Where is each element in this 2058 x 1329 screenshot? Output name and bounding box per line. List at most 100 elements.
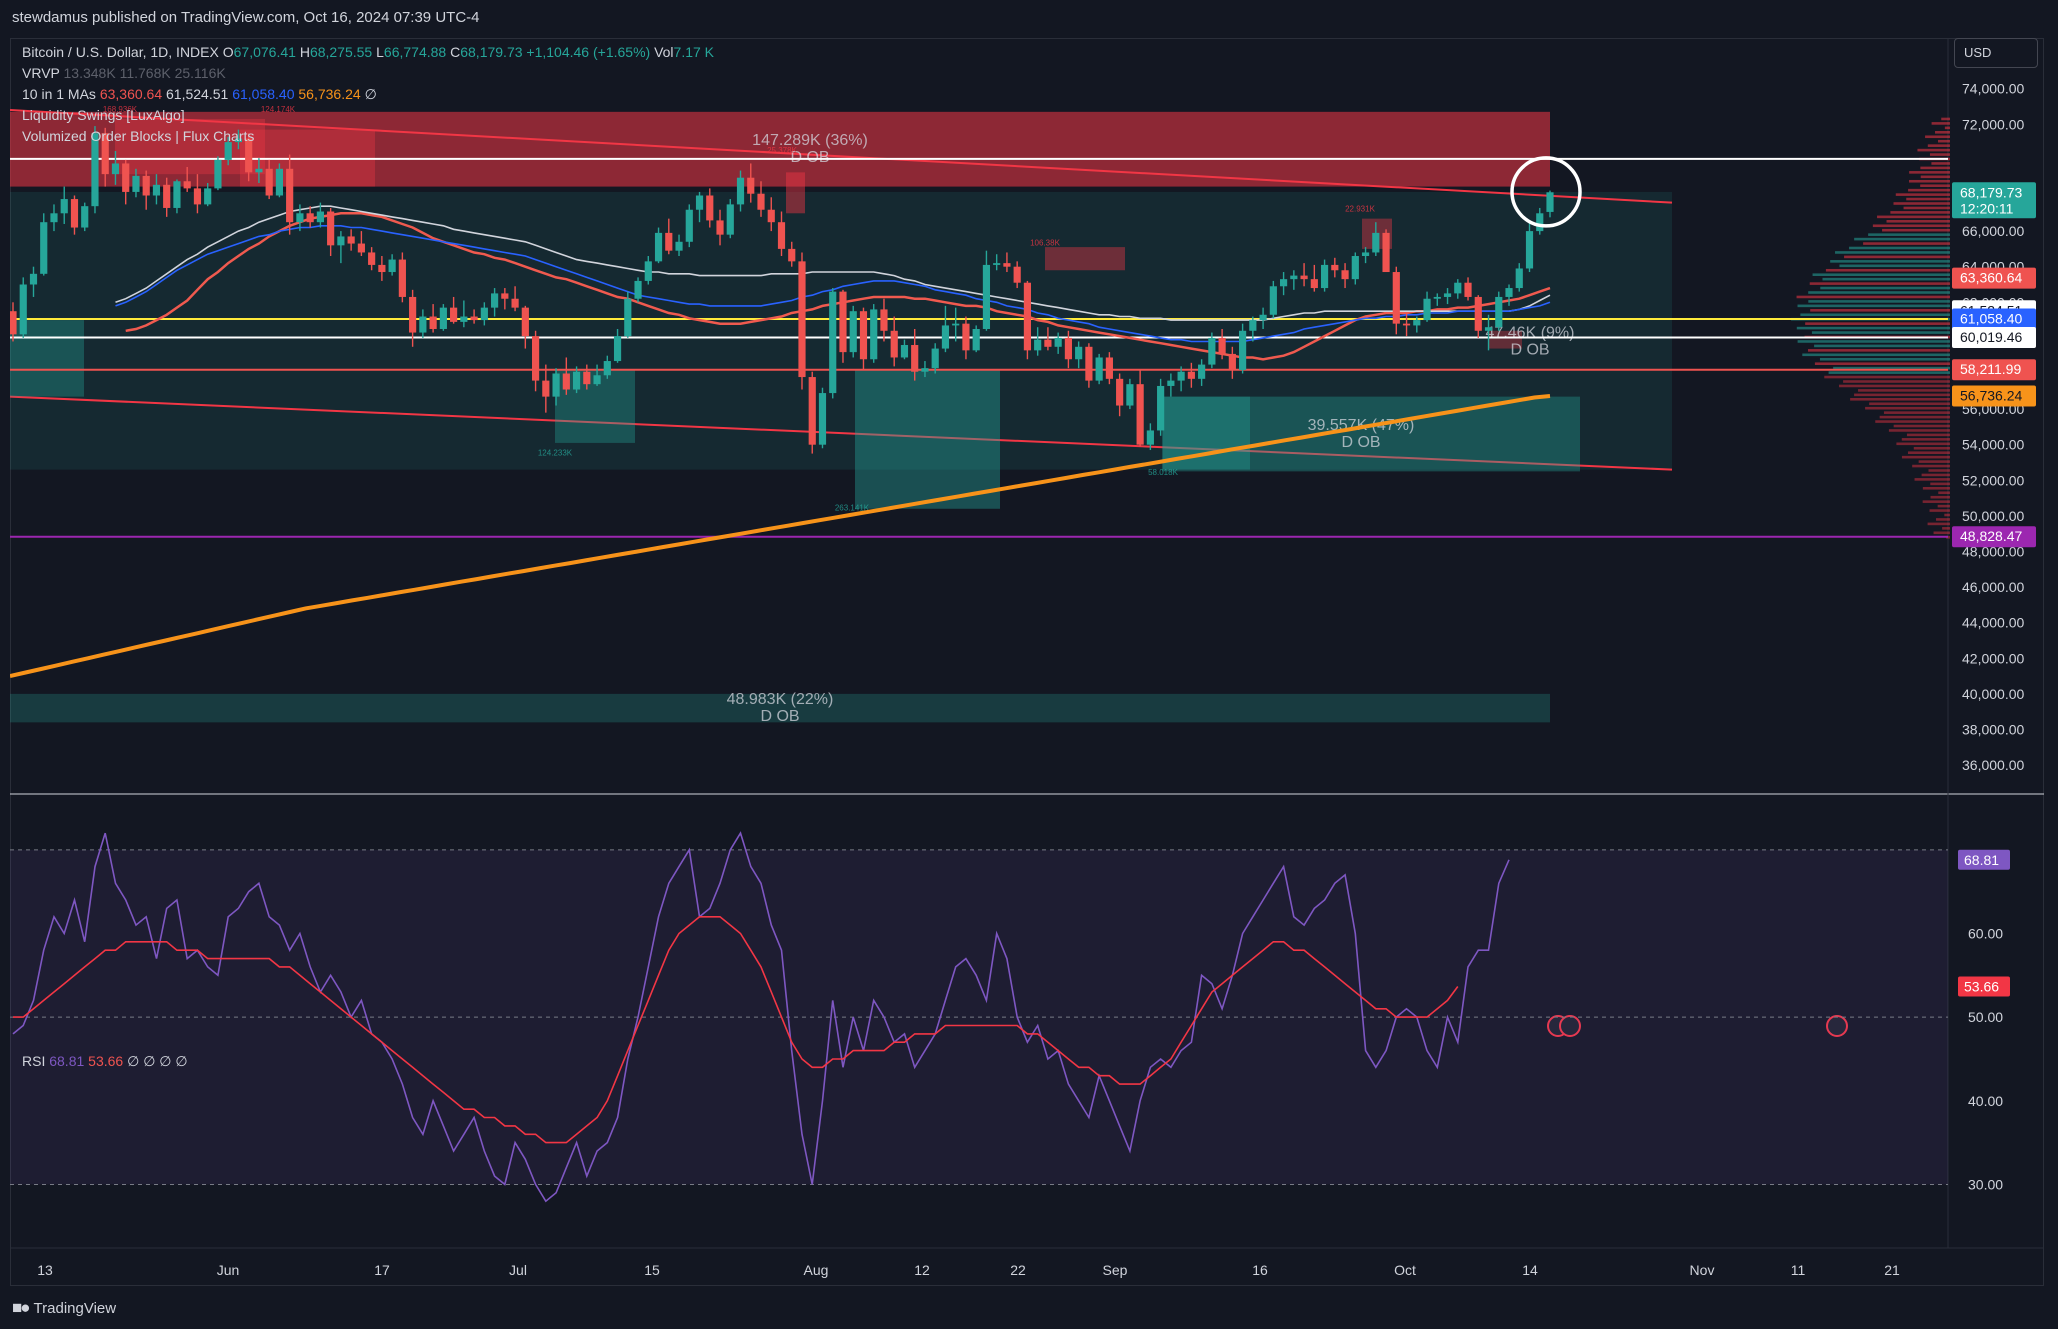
currency-button[interactable]: USD: [1954, 38, 2038, 68]
candle[interactable]: [716, 220, 724, 235]
candle[interactable]: [183, 181, 191, 189]
candle[interactable]: [1228, 353, 1236, 370]
candle[interactable]: [1157, 385, 1165, 431]
candle[interactable]: [634, 280, 642, 299]
candle[interactable]: [173, 181, 181, 208]
candle[interactable]: [1341, 270, 1349, 280]
candle[interactable]: [450, 307, 458, 322]
candle[interactable]: [1484, 327, 1493, 331]
candle[interactable]: [777, 222, 786, 249]
order-block[interactable]: [1488, 330, 1522, 349]
candle[interactable]: [685, 209, 693, 242]
candle[interactable]: [398, 259, 406, 297]
candle[interactable]: [1177, 371, 1185, 381]
candle[interactable]: [50, 213, 58, 223]
candle[interactable]: [654, 232, 663, 262]
candle[interactable]: [1433, 296, 1441, 299]
candle[interactable]: [726, 204, 734, 235]
candle[interactable]: [1126, 384, 1134, 406]
candle[interactable]: [1474, 296, 1482, 331]
liquidity-legend-row[interactable]: Liquidity Swings [LuxAlgo]: [22, 107, 185, 123]
candle[interactable]: [808, 377, 816, 445]
candle[interactable]: [1310, 279, 1318, 289]
candle[interactable]: [1525, 231, 1534, 269]
candle[interactable]: [1023, 282, 1032, 351]
order-block[interactable]: [1162, 396, 1580, 472]
candle[interactable]: [583, 371, 591, 385]
candle[interactable]: [1075, 346, 1083, 360]
candle[interactable]: [40, 222, 48, 274]
candle[interactable]: [429, 316, 437, 329]
candle[interactable]: [798, 261, 806, 378]
candle[interactable]: [900, 345, 909, 358]
candle[interactable]: [368, 252, 376, 265]
candle[interactable]: [603, 361, 611, 376]
candle[interactable]: [706, 195, 714, 221]
candle[interactable]: [1290, 275, 1298, 280]
candle[interactable]: [1146, 430, 1154, 445]
candle[interactable]: [1239, 330, 1247, 370]
candle[interactable]: [142, 175, 150, 196]
footer-logo[interactable]: ■● TradingView: [12, 1298, 116, 1318]
candle[interactable]: [757, 193, 765, 210]
candle[interactable]: [101, 133, 109, 175]
candle[interactable]: [839, 291, 847, 353]
symbol-legend-row[interactable]: Bitcoin / U.S. Dollar, 1D, INDEX O67,076…: [22, 42, 714, 63]
candle[interactable]: [275, 168, 283, 196]
candle[interactable]: [470, 316, 478, 321]
candle[interactable]: [767, 209, 775, 223]
candle[interactable]: [859, 311, 868, 360]
candle[interactable]: [521, 307, 529, 337]
candle[interactable]: [1536, 213, 1544, 232]
candle[interactable]: [1505, 288, 1513, 297]
candle[interactable]: [562, 373, 570, 390]
candle[interactable]: [419, 316, 427, 333]
candle[interactable]: [357, 243, 365, 253]
candle[interactable]: [204, 188, 212, 205]
candle[interactable]: [624, 298, 632, 337]
candle[interactable]: [952, 323, 960, 326]
candle[interactable]: [1167, 380, 1175, 386]
economic-event-icon[interactable]: [1826, 1015, 1848, 1037]
candle[interactable]: [1372, 232, 1380, 253]
candle[interactable]: [572, 371, 581, 390]
candle[interactable]: [122, 163, 130, 192]
candle[interactable]: [1085, 346, 1093, 381]
moving-average-line[interactable]: [10, 394, 1551, 679]
candle[interactable]: [593, 375, 601, 385]
candle[interactable]: [1259, 314, 1267, 321]
rsi-ma-line[interactable]: [13, 915, 1459, 1144]
candle[interactable]: [921, 368, 929, 372]
candle[interactable]: [163, 184, 171, 208]
candle[interactable]: [982, 264, 991, 329]
candle[interactable]: [316, 211, 324, 223]
candle[interactable]: [378, 264, 386, 273]
candle[interactable]: [1218, 337, 1226, 354]
moving-average-line[interactable]: [125, 212, 1551, 361]
candle[interactable]: [193, 188, 202, 205]
candle[interactable]: [439, 307, 447, 329]
candle[interactable]: [972, 328, 980, 351]
candle[interactable]: [347, 236, 355, 244]
candle[interactable]: [1095, 357, 1103, 381]
candle[interactable]: [234, 138, 243, 143]
candle[interactable]: [613, 336, 622, 362]
vrvp-legend-row[interactable]: VRVP 13.348K 11.768K 25.116K: [22, 63, 714, 84]
candle[interactable]: [491, 293, 499, 308]
candle[interactable]: [1003, 263, 1011, 267]
candle[interactable]: [1064, 337, 1072, 360]
candle[interactable]: [81, 206, 89, 228]
candle[interactable]: [1423, 298, 1431, 321]
candle[interactable]: [1443, 293, 1452, 297]
candle[interactable]: [1546, 192, 1554, 212]
candle[interactable]: [1249, 320, 1257, 331]
candle[interactable]: [665, 232, 673, 251]
candle[interactable]: [1361, 252, 1370, 257]
candle[interactable]: [480, 307, 488, 321]
candle[interactable]: [224, 142, 232, 160]
candle[interactable]: [1454, 282, 1462, 294]
candle[interactable]: [286, 168, 294, 223]
candle[interactable]: [245, 138, 253, 173]
rsi-legend[interactable]: RSI 68.81 53.66 ∅ ∅ ∅ ∅: [22, 1053, 188, 1070]
candle[interactable]: [870, 309, 878, 360]
